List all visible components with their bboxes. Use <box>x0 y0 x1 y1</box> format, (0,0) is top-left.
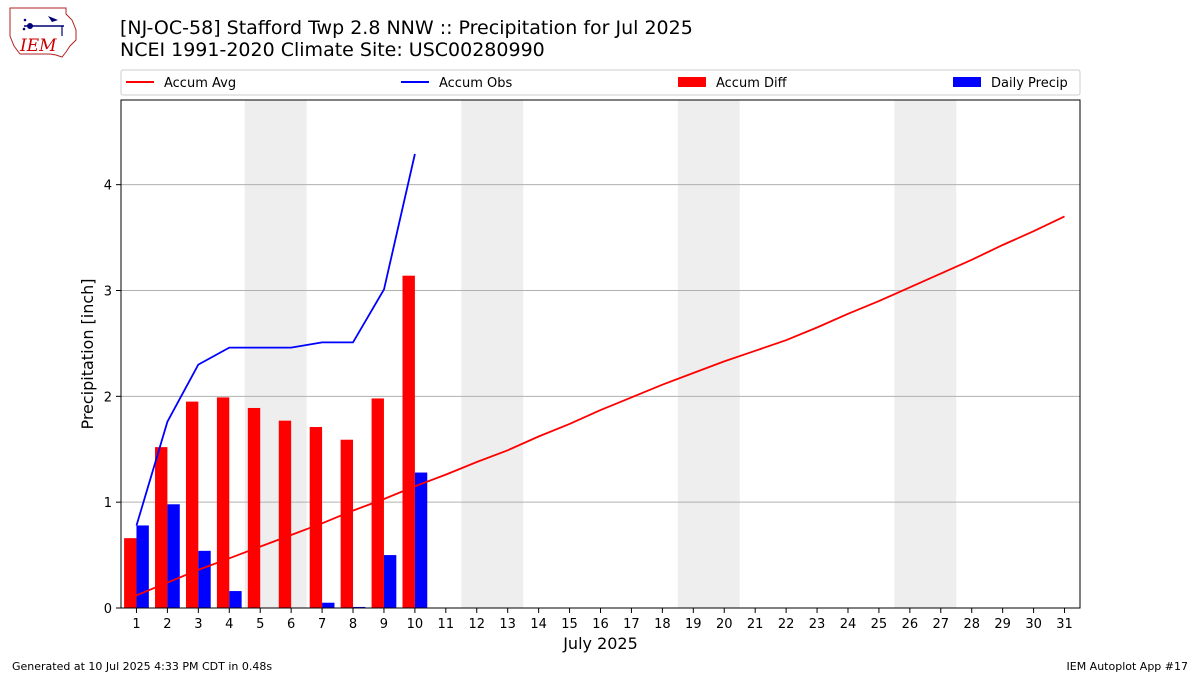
accum-diff-bar <box>124 538 137 608</box>
x-tick-label: 2 <box>163 617 171 632</box>
accum-avg-line <box>136 215 1065 597</box>
app-note: IEM Autoplot App #17 <box>1066 660 1189 673</box>
x-tick-label: 11 <box>438 617 455 632</box>
x-tick-label: 24 <box>840 617 857 632</box>
accum-diff-bar <box>402 275 415 608</box>
accum-diff-bar <box>247 407 261 608</box>
x-tick-label: 7 <box>318 617 326 632</box>
x-tick-label: 4 <box>225 617 233 632</box>
x-tick-label: 18 <box>654 617 671 632</box>
x-tick-label: 29 <box>994 617 1011 632</box>
weekend-band <box>677 100 740 608</box>
accum-diff-bar <box>309 427 323 608</box>
daily-precip-bar <box>167 504 180 608</box>
x-tick-label: 10 <box>407 617 424 632</box>
legend-accum-avg-label: Accum Avg <box>164 76 236 91</box>
legend-daily-precip-swatch <box>953 77 981 87</box>
x-tick-label: 19 <box>685 617 702 632</box>
accum-diff-bar <box>155 447 168 608</box>
chart-title: [NJ-OC-58] Stafford Twp 2.8 NNW :: Preci… <box>120 17 693 39</box>
y-tick-label: 4 <box>104 179 112 194</box>
daily-precip-bar <box>322 602 335 608</box>
accum-diff-bar <box>371 398 384 608</box>
x-tick-label: 6 <box>287 617 295 632</box>
x-tick-label: 31 <box>1056 617 1073 632</box>
daily-precip-bar <box>198 550 211 608</box>
accum-diff-bar <box>185 401 199 608</box>
accum-diff-bar <box>278 420 292 608</box>
weekend-band <box>894 100 957 608</box>
chart-subtitle: NCEI 1991-2020 Climate Site: USC00280990 <box>120 39 545 61</box>
x-tick-label: 20 <box>716 617 733 632</box>
x-tick-label: 5 <box>256 617 264 632</box>
x-tick-label: 17 <box>623 617 640 632</box>
x-tick-label: 23 <box>809 617 826 632</box>
y-tick-label: 3 <box>104 285 112 300</box>
accum-diff-bar <box>340 439 354 608</box>
x-tick-label: 30 <box>1025 617 1042 632</box>
generated-note: Generated at 10 Jul 2025 4:33 PM CDT in … <box>12 660 273 673</box>
y-tick-label: 2 <box>104 390 112 405</box>
accum-obs-line <box>135 153 416 526</box>
x-tick-label: 14 <box>530 617 547 632</box>
x-tick-label: 25 <box>871 617 888 632</box>
daily-precip-bar <box>229 591 242 608</box>
x-tick-label: 28 <box>963 617 980 632</box>
daily-precip-bar <box>136 525 149 608</box>
legend-accum-obs-label: Accum Obs <box>439 76 512 91</box>
daily-precip-bar <box>414 472 428 608</box>
daily-precip-bar <box>383 555 397 608</box>
x-tick-label: 21 <box>747 617 764 632</box>
accum-diff-bar <box>216 397 230 608</box>
y-tick-label: 1 <box>104 496 112 511</box>
x-tick-label: 12 <box>468 617 485 632</box>
x-tick-label: 8 <box>349 617 357 632</box>
weekend-band <box>461 100 524 608</box>
iem-logo-text: IEM <box>19 36 57 56</box>
legend-box <box>120 69 1081 96</box>
iem-logo: IEM <box>9 7 77 58</box>
x-tick-label: 22 <box>778 617 795 632</box>
y-axis-label: Precipitation [inch] <box>78 278 97 429</box>
legend-accum-diff-label: Accum Diff <box>716 76 788 91</box>
x-tick-label: 9 <box>380 617 388 632</box>
legend: Accum Avg Accum Obs Accum Diff Daily Precip <box>120 69 1081 96</box>
x-tick-label: 13 <box>499 617 516 632</box>
x-tick-label: 1 <box>132 617 140 632</box>
legend-daily-precip-label: Daily Precip <box>991 76 1068 91</box>
x-tick-label: 15 <box>561 617 578 632</box>
x-tick-label: 3 <box>194 617 202 632</box>
y-tick-label: 0 <box>104 602 112 617</box>
x-tick-label: 26 <box>902 617 919 632</box>
legend-accum-diff-swatch <box>678 77 706 87</box>
x-axis-label: July 2025 <box>562 634 638 653</box>
x-tick-label: 16 <box>592 617 609 632</box>
x-tick-label: 27 <box>933 617 950 632</box>
daily-precip-bar <box>353 606 366 608</box>
